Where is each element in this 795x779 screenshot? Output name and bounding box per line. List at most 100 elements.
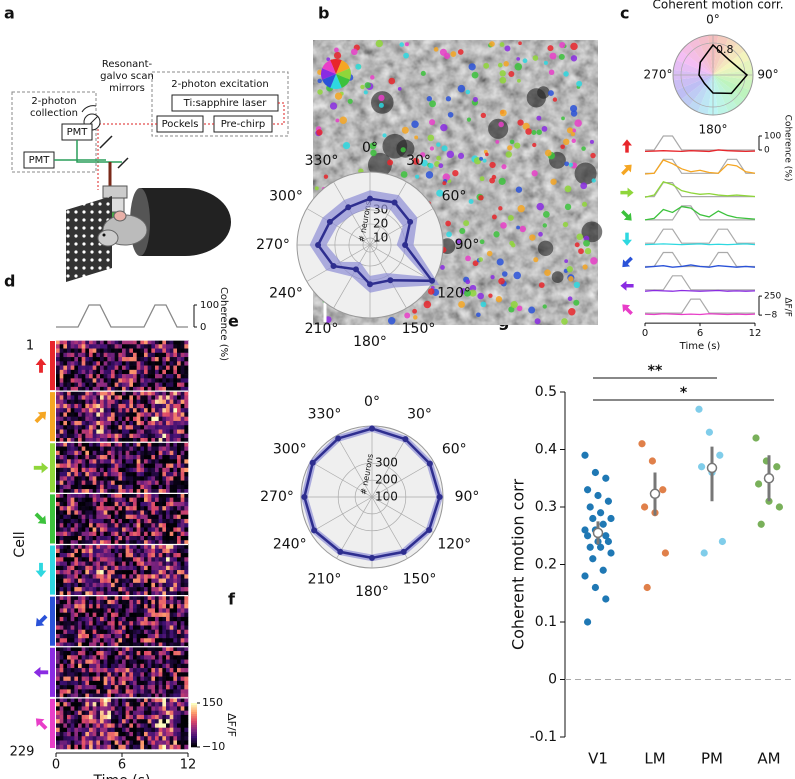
polar-spoke xyxy=(371,435,408,498)
heatmap-cell xyxy=(107,425,112,430)
heatmap-cell xyxy=(125,625,130,631)
heatmap-cell xyxy=(169,689,174,694)
heatmap-cell xyxy=(140,719,145,724)
cell-roi xyxy=(333,51,342,60)
heatmap-cell xyxy=(177,352,181,358)
heatmap-cell xyxy=(169,655,174,660)
heatmap-cell xyxy=(169,348,174,354)
heatmap-cell xyxy=(177,395,181,400)
heatmap-cell xyxy=(89,455,93,460)
data-point xyxy=(604,497,613,505)
heatmap-cell xyxy=(74,659,79,665)
color-wheel xyxy=(330,58,342,74)
heatmap-cell xyxy=(107,455,112,460)
heatmap-cell xyxy=(78,408,82,413)
theta-label: 270° xyxy=(256,237,290,253)
heatmap-cell xyxy=(158,608,163,613)
heatmap-cell xyxy=(67,616,71,622)
heatmap-cell xyxy=(151,621,156,626)
polar-spoke xyxy=(336,496,373,559)
polar-grid xyxy=(354,479,390,515)
heatmap-cell xyxy=(122,574,126,579)
heatmap-cell xyxy=(74,442,79,447)
colorbar-segment xyxy=(191,727,197,730)
heatmap-cell xyxy=(89,386,93,392)
cell-roi xyxy=(400,171,408,178)
heatmap-cell xyxy=(162,740,167,746)
heatmap-cell xyxy=(136,744,141,750)
heatmap-cell xyxy=(85,599,90,605)
heatmap-cell xyxy=(111,710,115,716)
heatmap-cell xyxy=(118,689,123,694)
heatmap-cell xyxy=(122,608,126,613)
heatmap-cell xyxy=(173,680,178,686)
heatmap-cell xyxy=(67,348,71,354)
heatmap-cell xyxy=(125,587,130,592)
heatmap-cell xyxy=(70,489,75,494)
heatmap-cell xyxy=(114,489,119,494)
heatmap-cell xyxy=(114,472,119,477)
heatmap-cell xyxy=(158,655,163,660)
heatmap-cell xyxy=(177,365,181,371)
heatmap-cell xyxy=(166,382,170,388)
heatmap-cell xyxy=(107,714,112,720)
heatmap-cell xyxy=(136,582,141,588)
heatmap-cell xyxy=(177,467,181,473)
heatmap-cell xyxy=(169,557,174,562)
heatmap-cell xyxy=(118,633,123,639)
heatmap-cell xyxy=(56,685,60,690)
heatmap-cell xyxy=(100,582,104,588)
data-point xyxy=(757,520,765,528)
heatmap-cell xyxy=(125,484,130,490)
heatmap-cell xyxy=(136,437,141,443)
heatmap-cell xyxy=(78,646,82,652)
heatmap-cell xyxy=(74,518,79,524)
heatmap-cell xyxy=(166,348,170,354)
heatmap-cell xyxy=(184,574,189,579)
heatmap-cell xyxy=(173,344,178,349)
heatmap-cell xyxy=(166,523,170,528)
heatmap-cell xyxy=(125,412,130,417)
heatmap-cell xyxy=(96,459,101,464)
heatmap-cell xyxy=(144,612,148,618)
polar-point xyxy=(426,526,433,533)
heatmap-cell xyxy=(158,621,163,626)
heatmap-cell xyxy=(125,604,130,609)
heatmap-cell xyxy=(107,706,112,711)
heatmap-cell xyxy=(151,501,156,507)
heatmap-cell xyxy=(140,710,145,716)
heatmap-cell xyxy=(166,497,170,503)
heatmap-cell xyxy=(85,646,90,652)
heatmap-cell xyxy=(100,501,104,507)
heatmap-cell xyxy=(100,625,104,631)
heatmap-cell xyxy=(133,570,137,575)
heatmap-cell xyxy=(158,437,163,443)
heatmap-cell xyxy=(67,403,71,409)
heatmap-cell xyxy=(173,425,178,430)
heatmap-cell xyxy=(140,361,145,366)
heatmap-cell xyxy=(78,604,82,609)
heatmap-cell xyxy=(140,616,145,622)
heatmap-cell xyxy=(114,344,119,349)
heatmap-cell xyxy=(177,518,181,524)
heatmap-cell xyxy=(111,736,115,741)
heatmap-cell xyxy=(169,629,174,635)
heatmap-cell xyxy=(70,702,75,707)
heatmap-cell xyxy=(63,463,68,469)
heatmap-cell xyxy=(144,663,148,669)
heatmap-cell xyxy=(133,582,137,588)
data-point xyxy=(584,618,592,626)
heatmap-cell xyxy=(129,514,134,520)
heatmap-cell xyxy=(151,408,156,413)
heatmap-cell xyxy=(59,633,64,639)
heatmap-cell xyxy=(92,544,97,550)
heatmap-cell xyxy=(162,629,167,635)
heatmap-cell xyxy=(92,565,97,571)
heatmap-cell xyxy=(140,344,145,349)
heatmap-cell xyxy=(107,429,112,435)
heatmap-cell xyxy=(177,582,181,588)
heatmap-cell xyxy=(133,493,137,498)
heatmap-cell xyxy=(169,740,174,746)
heatmap-cell xyxy=(166,731,170,737)
